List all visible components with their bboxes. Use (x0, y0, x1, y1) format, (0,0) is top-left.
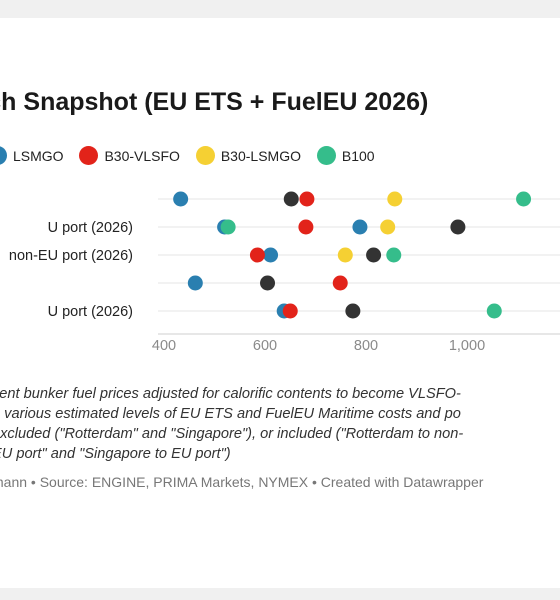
legend-item-b30-lsmgo: B30-LSMGO (195, 146, 301, 165)
category-label: non-EU port (2026) (9, 248, 133, 264)
legend-swatch (316, 146, 336, 165)
legend-swatch (79, 146, 99, 165)
data-point (387, 191, 403, 207)
legend-swatch (0, 146, 7, 165)
data-point (486, 303, 502, 319)
data-point (220, 219, 236, 235)
data-point (282, 303, 298, 319)
data-point (332, 275, 348, 291)
chart-footer: mann • Source: ENGINE, PRIMA Markets, NY… (0, 474, 484, 490)
legend-item-b100: B100 (316, 146, 375, 165)
data-point (298, 219, 314, 235)
data-point (187, 275, 203, 291)
legend-label: LSMGO (13, 148, 64, 164)
chart-note: sent bunker fuel prices adjusted for cal… (0, 386, 464, 462)
data-point (283, 191, 299, 207)
data-point (337, 247, 353, 263)
data-point (366, 247, 382, 263)
x-tick-label: 800 (354, 338, 378, 354)
data-point (345, 303, 361, 319)
category-label: U port (2026) (48, 304, 133, 320)
data-point (450, 219, 466, 235)
x-tick-label: 1,000 (449, 338, 485, 354)
legend-label: B100 (341, 148, 375, 164)
data-point (260, 275, 276, 291)
data-point (380, 219, 396, 235)
legend: LSMGO B30-VLSFO B30-LSMGO B100 (0, 146, 387, 165)
data-point (173, 191, 189, 207)
legend-label: B30-LSMGO (220, 148, 301, 164)
data-point (249, 247, 265, 263)
x-tick-label: 400 (152, 338, 176, 354)
legend-item-b30-vlsfo: B30-VLSFO (79, 146, 180, 165)
chart-card (0, 18, 560, 588)
x-tick-label: 600 (253, 338, 277, 354)
data-point (263, 247, 279, 263)
data-point (352, 219, 368, 235)
legend-label: B30-VLSFO (104, 148, 180, 164)
legend-swatch (195, 146, 215, 165)
category-label: U port (2026) (48, 220, 133, 236)
data-point (516, 191, 532, 207)
legend-item-lsmgo: LSMGO (0, 146, 64, 165)
data-point (386, 247, 402, 263)
data-point (299, 191, 315, 207)
chart-title: itch Snapshot (EU ETS + FuelEU 2026) (0, 88, 429, 116)
